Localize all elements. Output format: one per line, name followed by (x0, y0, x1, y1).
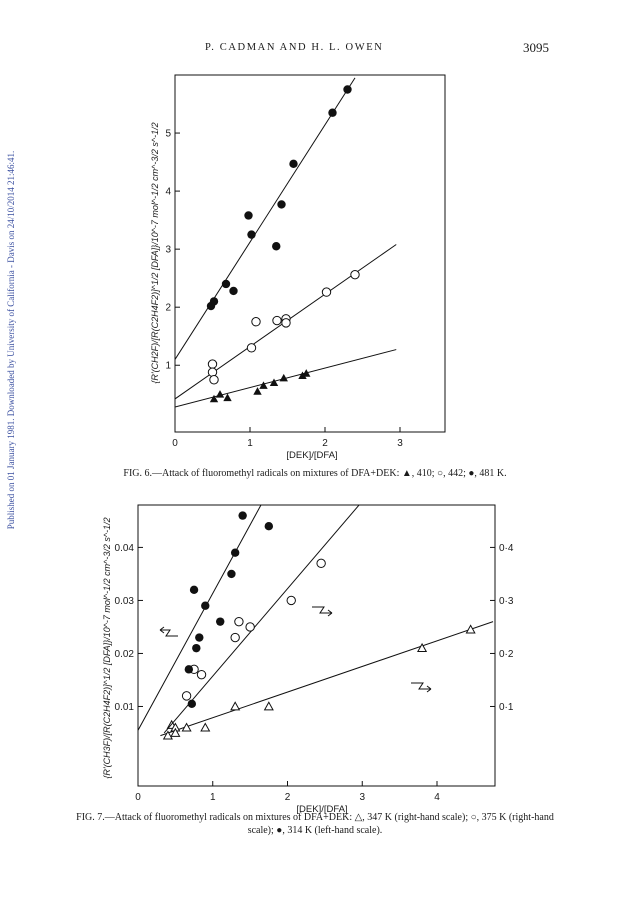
running-header-authors: P. CADMAN AND H. L. OWEN (205, 42, 384, 53)
fig6-point-filled-circle (343, 85, 352, 94)
fig6-y-tick-label: 3 (165, 245, 171, 256)
fig7-point-open-circle (316, 558, 326, 569)
fig6-point-filled-circle (244, 211, 253, 220)
fig7-point-open-triangle (200, 722, 211, 732)
fig7-frame (137, 504, 496, 787)
fig7-point-filled-circle (192, 643, 201, 653)
fig6-point-filled-circle (247, 230, 256, 239)
fig7-fit-line-open-circle (163, 505, 360, 734)
figure-7-caption: FIG. 7.—Attack of fluoromethyl radicals … (76, 812, 554, 836)
fig6-point-open-circle (209, 375, 219, 385)
fig7-y-tick-label-right: 0·3 (499, 596, 514, 607)
fig7-y-axis-label: {R'(CH3F)/[R(C2H4F2)]^1/2 [DFA]}/10^-7 m… (102, 517, 112, 778)
fig7-left-scale-arrow-icon (160, 629, 178, 637)
fig6-plot-area (175, 77, 397, 408)
fig7-point-open-circle (234, 616, 244, 627)
fig6-point-filled-circle (272, 242, 281, 251)
fig6-y-axis-label: {R'(CH2F)/[R(C2H4F2)]^1/2 [DFA]}/10^-7 m… (150, 122, 160, 383)
fig7-point-filled-circle (216, 617, 225, 626)
fig6-y-tick-label: 4 (165, 187, 171, 198)
fig7-point-open-circle (286, 595, 296, 606)
fig6-point-filled-triangle (223, 393, 232, 402)
fig7-x-tick-label: 4 (434, 792, 440, 803)
fig7-left-scale-arrow-icon-head (159, 626, 165, 634)
fig7-plot-area (138, 505, 494, 740)
fig6-point-filled-triangle (279, 373, 288, 382)
fig7-point-open-triangle (263, 701, 274, 711)
figure-6-caption: FIG. 6.—Attack of fluoromethyl radicals … (123, 468, 507, 479)
fig6-point-filled-circle (209, 297, 219, 306)
fig6-point-open-circle (321, 287, 332, 297)
fig7-point-open-triangle (465, 624, 476, 634)
fig6-y-tick-label: 2 (165, 303, 171, 314)
fig7-y-tick-label-left: 0.04 (115, 543, 135, 554)
fig6-point-filled-triangle (259, 381, 268, 389)
fig6-point-open-circle (272, 315, 282, 326)
page-number: 3095 (523, 40, 549, 55)
fig7-x-axis-label: [DEK]/[DFA] (296, 804, 347, 815)
fig7-y-tick-label-left: 0.03 (115, 596, 135, 607)
fig6-point-open-circle (251, 317, 261, 327)
fig7-x-tick-label: 3 (359, 792, 365, 803)
fig6-y-tick-label: 5 (165, 129, 171, 140)
fig6-point-filled-triangle (302, 369, 311, 377)
fig7-fit-line-open-triangle (160, 621, 494, 737)
fig6-point-filled-triangle (209, 394, 219, 403)
fig7-point-filled-circle (189, 585, 199, 595)
fig6-point-filled-circle (289, 159, 298, 169)
fig6-fit-line-filled-circle (175, 77, 356, 360)
fig6-frame (174, 74, 446, 433)
fig7-right-scale-arrow-icon-head (426, 685, 432, 693)
fig6-point-filled-circle (229, 286, 238, 296)
fig7-point-filled-circle (184, 665, 194, 674)
fig6-x-tick-label: 1 (247, 438, 253, 449)
fig7-x-tick-label: 2 (285, 792, 291, 803)
fig7-x-tick-label: 0 (135, 792, 141, 803)
fig7-point-filled-circle (238, 511, 247, 520)
fig6-point-open-circle (350, 269, 360, 280)
fig6-point-open-circle (246, 343, 257, 353)
fig7-point-open-triangle (417, 642, 428, 653)
fig6-point-filled-circle (277, 200, 286, 209)
fig6-x-tick-label: 2 (322, 438, 328, 449)
fig7-point-open-circle (181, 691, 192, 701)
fig6-point-filled-triangle (269, 378, 279, 387)
fig7-point-open-circle (245, 622, 255, 632)
fig7-point-open-triangle (181, 722, 192, 732)
fig7-point-filled-circle (187, 699, 197, 709)
fig7-y-tick-label-right: 0·1 (499, 702, 514, 713)
fig7-point-open-circle (230, 632, 240, 643)
fig7-x-tick-label: 1 (210, 792, 216, 803)
fig6-point-filled-circle (328, 108, 337, 117)
fig7-point-open-circle (196, 669, 207, 680)
fig7-right-scale-arrow-icon-head (327, 609, 333, 617)
fig7-y-tick-label-right: 0·4 (499, 543, 514, 554)
fig6-point-filled-triangle (253, 387, 262, 395)
fig7-point-filled-circle (201, 601, 210, 610)
fig7-point-open-triangle (170, 727, 181, 737)
fig6-point-filled-circle (221, 279, 231, 289)
fig7-y-tick-label-left: 0.02 (115, 649, 135, 660)
fig6-point-filled-triangle (298, 371, 307, 380)
fig7-point-filled-circle (227, 569, 236, 579)
fig7-point-filled-circle (195, 633, 204, 642)
fig7-right-scale-arrow-icon (312, 606, 332, 614)
fig6-point-filled-triangle (215, 390, 225, 398)
fig7-y-tick-label-right: 0·2 (499, 649, 514, 660)
fig6-y-tick-label: 1 (165, 361, 171, 372)
fig6-x-tick-label: 3 (397, 438, 403, 449)
fig7-y-tick-label-left: 0.01 (115, 702, 135, 713)
fig7-point-filled-circle (230, 548, 240, 557)
fig7-point-open-triangle (162, 730, 173, 740)
fig7-point-filled-circle (264, 522, 274, 531)
fig7-right-scale-arrow-icon (411, 682, 431, 690)
fig6-point-open-circle (281, 318, 291, 328)
fig6-x-axis-label: [DEK]/[DFA] (286, 450, 337, 461)
fig7-point-open-triangle (230, 701, 241, 711)
fig6-x-tick-label: 0 (172, 438, 178, 449)
